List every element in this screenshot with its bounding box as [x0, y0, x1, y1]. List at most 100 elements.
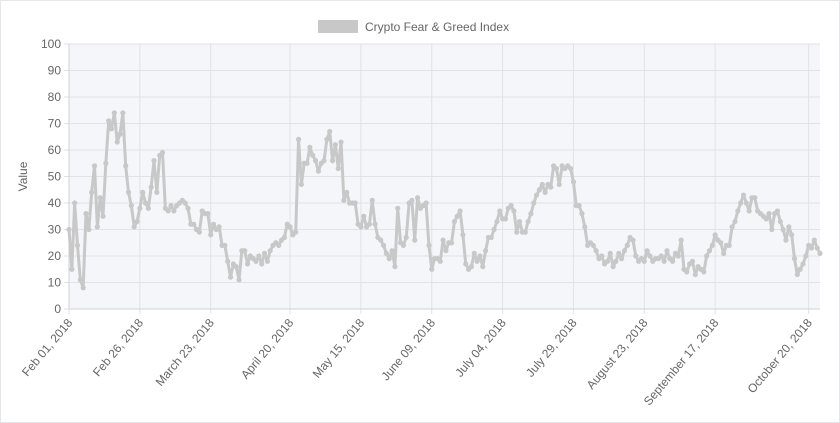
data-point[interactable] — [182, 200, 188, 206]
data-point[interactable] — [542, 189, 548, 195]
data-point[interactable] — [621, 248, 628, 254]
data-point[interactable] — [514, 229, 520, 235]
data-point[interactable] — [570, 179, 577, 185]
data-point[interactable] — [647, 253, 653, 259]
data-point[interactable] — [91, 163, 98, 169]
data-point[interactable] — [165, 208, 171, 214]
data-point[interactable] — [471, 250, 477, 256]
data-point[interactable] — [797, 266, 803, 272]
data-point[interactable] — [709, 242, 715, 248]
data-point[interactable] — [312, 158, 319, 164]
data-point[interactable] — [531, 200, 537, 206]
data-point[interactable] — [293, 229, 299, 235]
data-point[interactable] — [429, 266, 435, 272]
data-point[interactable] — [502, 216, 509, 222]
data-point[interactable] — [77, 277, 83, 283]
data-point[interactable] — [556, 181, 562, 188]
data-point[interactable] — [738, 200, 744, 206]
data-point[interactable] — [457, 208, 463, 214]
data-point[interactable] — [159, 150, 166, 156]
data-point[interactable] — [678, 237, 684, 243]
data-point[interactable] — [154, 189, 160, 195]
data-point[interactable] — [338, 139, 344, 145]
data-point[interactable] — [599, 253, 605, 259]
data-point[interactable] — [426, 242, 432, 248]
data-point[interactable] — [423, 200, 429, 206]
legend[interactable]: Crypto Fear & Greed Index — [318, 20, 509, 34]
data-point[interactable] — [103, 160, 109, 166]
data-point[interactable] — [548, 184, 554, 190]
data-point[interactable] — [539, 181, 545, 188]
data-point[interactable] — [692, 271, 698, 278]
data-point[interactable] — [811, 237, 817, 243]
data-point[interactable] — [344, 189, 350, 195]
data-point[interactable] — [256, 253, 262, 259]
data-point[interactable] — [670, 258, 676, 264]
data-point[interactable] — [329, 158, 336, 164]
data-point[interactable] — [324, 136, 330, 142]
data-point[interactable] — [134, 218, 140, 225]
data-point[interactable] — [310, 152, 316, 158]
data-point[interactable] — [264, 258, 270, 264]
data-point[interactable] — [604, 258, 611, 264]
data-point[interactable] — [576, 203, 582, 209]
data-point[interactable] — [392, 264, 398, 270]
data-point[interactable] — [140, 189, 146, 195]
data-point[interactable] — [740, 192, 747, 198]
data-point[interactable] — [783, 237, 789, 243]
data-point[interactable] — [752, 195, 758, 201]
data-point[interactable] — [619, 256, 625, 262]
data-point[interactable] — [791, 256, 798, 262]
data-point[interactable] — [488, 234, 494, 241]
data-point[interactable] — [610, 264, 616, 270]
data-point[interactable] — [80, 285, 86, 291]
data-point[interactable] — [414, 195, 421, 201]
data-point[interactable] — [803, 253, 809, 259]
data-point[interactable] — [800, 261, 806, 267]
data-point[interactable] — [295, 136, 302, 142]
data-point[interactable] — [168, 203, 174, 209]
data-point[interactable] — [480, 264, 486, 270]
data-point[interactable] — [477, 253, 483, 259]
data-point[interactable] — [534, 192, 540, 198]
data-point[interactable] — [210, 221, 217, 227]
data-point[interactable] — [766, 211, 772, 217]
data-point[interactable] — [72, 200, 78, 206]
data-point[interactable] — [701, 269, 707, 275]
data-point[interactable] — [528, 211, 534, 217]
data-point[interactable] — [361, 213, 367, 219]
data-point[interactable] — [267, 248, 273, 254]
data-point[interactable] — [590, 242, 596, 248]
data-point[interactable] — [196, 229, 202, 235]
data-point[interactable] — [83, 211, 89, 217]
data-point[interactable] — [327, 128, 333, 135]
data-point[interactable] — [454, 213, 460, 219]
data-point[interactable] — [735, 208, 741, 214]
data-point[interactable] — [721, 250, 727, 256]
data-point[interactable] — [553, 165, 560, 172]
data-point[interactable] — [372, 221, 378, 227]
data-point[interactable] — [568, 165, 574, 172]
data-point[interactable] — [125, 189, 132, 195]
data-point[interactable] — [137, 205, 143, 211]
data-point[interactable] — [66, 226, 72, 233]
data-point[interactable] — [808, 245, 815, 251]
data-point[interactable] — [114, 139, 120, 145]
data-point[interactable] — [111, 110, 117, 116]
data-point[interactable] — [522, 229, 528, 235]
data-point[interactable] — [536, 187, 543, 193]
data-point[interactable] — [579, 211, 585, 217]
data-point[interactable] — [746, 208, 752, 214]
data-point[interactable] — [718, 240, 724, 246]
data-point[interactable] — [675, 253, 681, 259]
data-point[interactable] — [582, 224, 588, 230]
data-point[interactable] — [706, 248, 713, 254]
data-point[interactable] — [253, 258, 259, 264]
data-point[interactable] — [613, 258, 619, 264]
data-point[interactable] — [86, 226, 92, 233]
data-point[interactable] — [315, 168, 321, 174]
data-point[interactable] — [358, 224, 364, 230]
data-point[interactable] — [145, 205, 151, 211]
data-point[interactable] — [108, 126, 115, 132]
data-point[interactable] — [131, 224, 137, 230]
